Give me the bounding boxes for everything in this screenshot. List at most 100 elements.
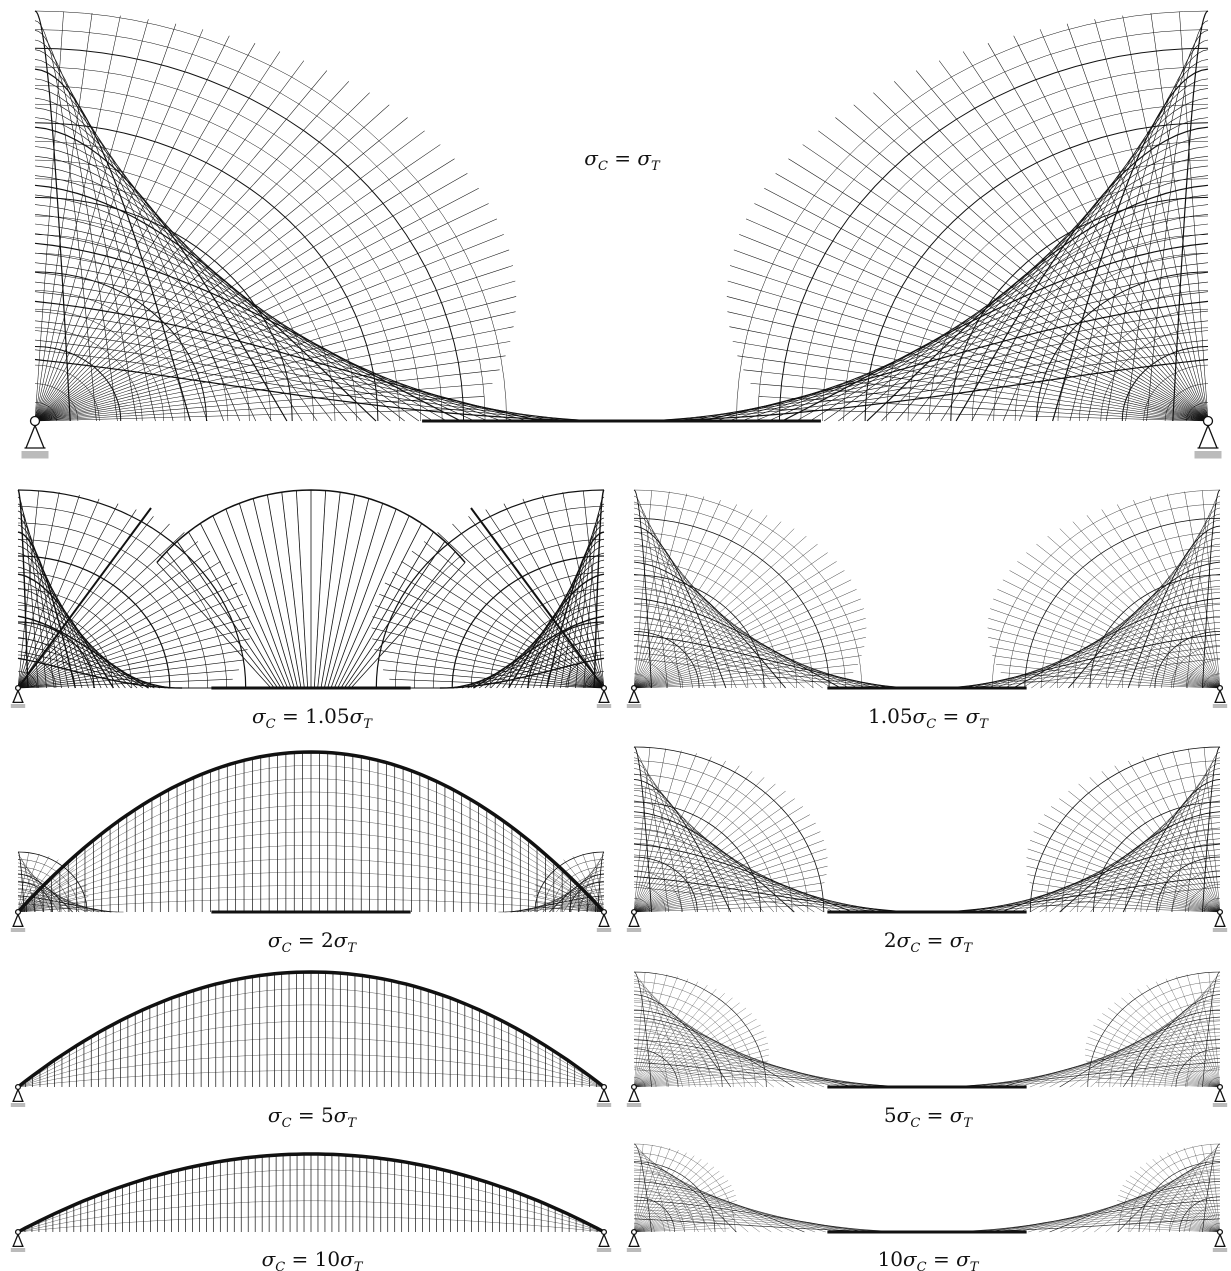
fan-arc (527, 621, 605, 689)
arch-grid-line (17, 1200, 605, 1233)
radial-spoke (1116, 1205, 1221, 1233)
fan-ray (1071, 1175, 1221, 1233)
arch-grid-line (17, 778, 605, 913)
fan-arc (565, 654, 604, 689)
radial-spoke (34, 35, 230, 422)
fan-ray (484, 601, 605, 689)
fan-ray (633, 876, 909, 913)
support-pin-circle (630, 908, 638, 916)
radial-spoke (915, 70, 1209, 422)
fan-ray (633, 822, 815, 913)
radial-spoke (633, 579, 852, 689)
fan-ray (1038, 1184, 1221, 1233)
fan-arc (1138, 617, 1221, 689)
fan-ray (34, 194, 391, 422)
radial-spoke (1117, 1214, 1221, 1233)
fan-arc (34, 196, 293, 422)
radial-spoke (1009, 570, 1221, 689)
radial-spoke (1172, 750, 1221, 913)
fan-ray (17, 587, 126, 689)
right-fan (498, 851, 605, 913)
fan-ray (633, 1184, 816, 1233)
radial-spoke (1150, 13, 1209, 422)
radial-spoke (633, 1147, 671, 1233)
fan-ray (34, 184, 377, 422)
support-pin-circle (14, 684, 22, 692)
fan-arc (1156, 856, 1221, 912)
radial-spoke (1139, 1166, 1221, 1233)
radial-spoke (1068, 790, 1221, 913)
radial-spoke (1030, 840, 1221, 913)
fan-ray (633, 784, 743, 913)
radial-spoke (1107, 1007, 1221, 1088)
fan-ray (633, 1028, 825, 1088)
arch-spoke (344, 541, 446, 689)
radial-spoke (633, 515, 768, 689)
radial-spoke (17, 901, 87, 913)
radial-spoke (1026, 865, 1221, 913)
radial-spoke (34, 203, 489, 422)
radial-spoke (633, 528, 795, 689)
fan-ray (945, 876, 1221, 913)
fan-ray (633, 633, 894, 689)
fan-ray (633, 1020, 805, 1088)
radial-spoke (1186, 974, 1221, 1088)
fan-arc (1175, 1048, 1220, 1088)
fan-ray (1052, 68, 1209, 422)
radial-spoke (34, 311, 516, 422)
fan-arc (633, 1143, 736, 1233)
radial-spoke (1066, 23, 1209, 422)
support-pin-circle (600, 1083, 608, 1091)
radial-spoke (633, 981, 699, 1088)
pin-support (1212, 1083, 1228, 1107)
fan-arc (633, 659, 667, 688)
fan-ray (34, 320, 570, 422)
fan-arc (1093, 801, 1221, 913)
radial-spoke (633, 865, 828, 913)
fan-ray (633, 768, 708, 913)
fan-arc (1128, 1152, 1221, 1233)
fan-ray (1012, 597, 1221, 689)
radial-spoke (1059, 798, 1221, 913)
radial-spoke (1146, 985, 1221, 1088)
fan-arc (633, 760, 809, 913)
fan-ray (895, 165, 1209, 422)
fan-ray (633, 1181, 805, 1233)
fan-arc (1089, 574, 1221, 689)
fan-ray (881, 175, 1209, 422)
radial-spoke (1121, 997, 1221, 1088)
fan-ray (17, 517, 62, 689)
arch-spoke (212, 515, 289, 689)
fan-arc (1124, 829, 1221, 913)
fan-ray (633, 507, 694, 689)
radial-spoke (1036, 543, 1221, 689)
radial-spoke (34, 15, 121, 422)
fan-arc (1154, 631, 1221, 689)
radial-spoke (633, 988, 717, 1088)
fan-ray (633, 1058, 900, 1088)
radial-spoke (633, 790, 786, 913)
radial-spoke (17, 593, 243, 689)
fan-ray (34, 136, 303, 422)
fan-arc (633, 631, 700, 689)
support-triangle (598, 1234, 610, 1248)
support-pin-circle (600, 1228, 608, 1236)
fan-arc (17, 522, 208, 689)
fan-ray (1105, 1165, 1221, 1233)
fan-arc (395, 506, 605, 689)
pin-support (626, 1083, 642, 1107)
radial-spoke (853, 104, 1209, 422)
radial-spoke (1122, 15, 1209, 422)
radial-spoke (726, 296, 1209, 422)
arch-spoke (337, 523, 423, 689)
fan-arc (633, 532, 814, 689)
fan-ray (633, 1178, 794, 1233)
radial-spoke (1017, 561, 1221, 689)
arch-spoke (313, 490, 327, 689)
fan-ray (945, 1061, 1221, 1088)
fan-arc (633, 991, 745, 1088)
radial-spoke (1183, 1147, 1221, 1233)
right-fan (927, 1143, 1221, 1233)
fan-ray (660, 330, 1209, 422)
radial-spoke (633, 771, 753, 913)
